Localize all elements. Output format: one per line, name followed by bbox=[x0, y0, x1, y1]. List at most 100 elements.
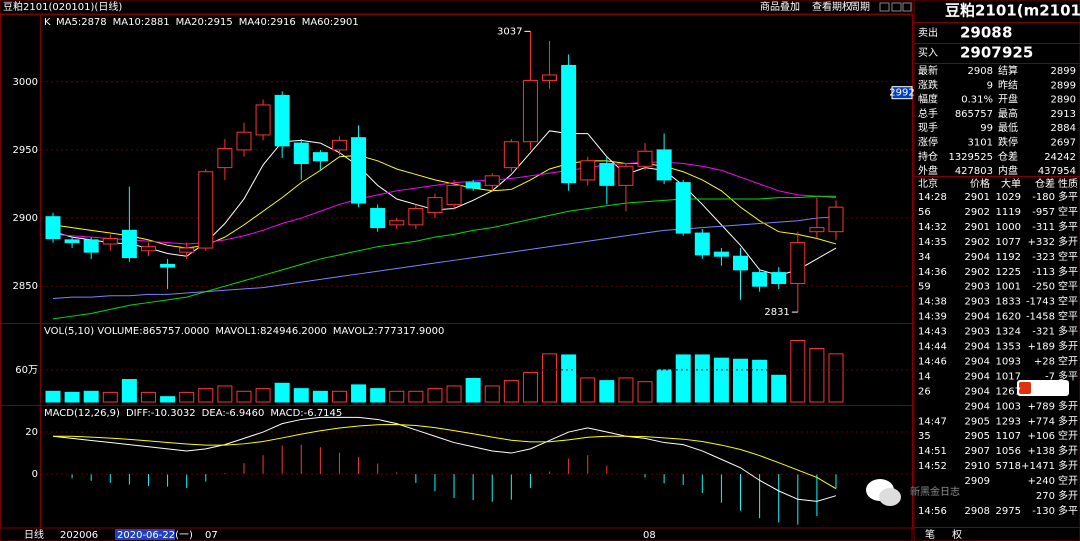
trade-cell: 2910 bbox=[965, 461, 990, 472]
trade-cell: 1093 bbox=[996, 356, 1021, 367]
dea-line bbox=[53, 423, 837, 490]
candle-body bbox=[389, 220, 405, 226]
volume-bar bbox=[675, 354, 691, 403]
trade-cell: +138 bbox=[1028, 446, 1055, 457]
macd-legend: DIFF:-10.3032 bbox=[126, 408, 196, 419]
header-link[interactable]: 周期 bbox=[850, 1, 870, 13]
trade-cell: 1107 bbox=[996, 431, 1021, 442]
trade-cell: 1017 bbox=[996, 371, 1021, 382]
quote-field: 开盘 bbox=[998, 93, 1018, 106]
tab[interactable]: 权 bbox=[952, 528, 962, 541]
trade-cell: 空开 bbox=[1058, 429, 1078, 442]
price-marker-box bbox=[891, 86, 913, 100]
trade-cell: 2904 bbox=[965, 356, 990, 367]
trade-cell: 270 bbox=[1036, 491, 1055, 502]
trade-cell: +189 bbox=[1028, 342, 1055, 353]
trade-cell: 1267 bbox=[996, 386, 1021, 397]
trade-cell: 1353 bbox=[996, 342, 1021, 353]
trade-cell: 2975 bbox=[996, 506, 1021, 517]
candle-body bbox=[790, 242, 806, 284]
trade-cell: 空开 bbox=[1058, 354, 1078, 367]
trades-header: 仓差 bbox=[1035, 177, 1055, 190]
trade-cell: +28 bbox=[1034, 356, 1055, 367]
trade-cell: 多开 bbox=[1058, 444, 1078, 457]
trade-cell: +240 bbox=[1028, 476, 1055, 487]
y-tick-label: 20 bbox=[25, 427, 38, 438]
candle-body bbox=[83, 239, 99, 253]
trade-cell: 5718 bbox=[996, 461, 1021, 472]
trade-cell: 2903 bbox=[965, 297, 990, 308]
trade-cell: +106 bbox=[1028, 431, 1055, 442]
y-tick-label: 0 bbox=[32, 469, 38, 480]
volume-bar bbox=[370, 388, 386, 403]
window-button[interactable] bbox=[879, 2, 890, 12]
candle-body bbox=[542, 74, 558, 81]
trade-cell: 2904 bbox=[965, 312, 990, 323]
bottom-bar bbox=[0, 527, 913, 541]
volume-bar bbox=[542, 353, 558, 403]
trade-cell: 1029 bbox=[996, 192, 1021, 203]
quote-field: 最新 bbox=[918, 64, 938, 77]
candle-body bbox=[771, 272, 787, 284]
quote-field: 幅度 bbox=[918, 93, 938, 106]
legend-item: MA10:2881 bbox=[113, 17, 170, 28]
y-tick-label: 60万 bbox=[15, 365, 38, 376]
trade-cell: 多平 bbox=[1058, 504, 1078, 517]
trades-header: 性质 bbox=[1058, 177, 1078, 190]
candle-body bbox=[274, 94, 290, 147]
trade-cell: +774 bbox=[1028, 416, 1055, 427]
volume-bar bbox=[771, 374, 787, 403]
quote-value: 2899 bbox=[1051, 66, 1076, 77]
x-axis-label: 日线 bbox=[24, 528, 44, 541]
macd-legend: MACD:-6.7145 bbox=[270, 408, 342, 419]
quote-field: 现手 bbox=[918, 121, 938, 134]
candle-body bbox=[465, 182, 481, 189]
trade-cell: -1458 bbox=[1026, 312, 1055, 323]
trade-cell: 1324 bbox=[996, 327, 1021, 338]
volume-bar bbox=[733, 358, 749, 403]
trade-cell: 多平 bbox=[1058, 369, 1078, 382]
quote-size: 8 bbox=[1002, 24, 1012, 42]
quote-value: 2890 bbox=[1051, 95, 1076, 106]
trades-header: 价格 bbox=[970, 177, 990, 190]
candle-body bbox=[484, 175, 500, 186]
quote-value: 99 bbox=[980, 123, 993, 134]
wechat-logo bbox=[879, 488, 901, 506]
volume-bar bbox=[389, 390, 405, 403]
trade-cell: 14:56 bbox=[918, 506, 947, 517]
quote-field: 结算 bbox=[998, 64, 1018, 77]
volume-bar bbox=[790, 340, 806, 403]
header-link[interactable]: 查看期权 bbox=[812, 0, 852, 13]
trade-cell: 26 bbox=[918, 386, 931, 397]
trade-cell: 2904 bbox=[965, 371, 990, 382]
window-title: 豆粕2101(020101)(日线) bbox=[3, 0, 122, 13]
window-button[interactable] bbox=[902, 2, 912, 12]
trade-cell: 14:38 bbox=[918, 297, 947, 308]
candle-body bbox=[733, 255, 749, 271]
trade-cell: 1001 bbox=[996, 282, 1021, 293]
trade-cell: -250 bbox=[1032, 282, 1055, 293]
trade-cell: 2902 bbox=[965, 207, 990, 218]
quote-value: 2908 bbox=[968, 66, 993, 77]
trade-cell: 2909 bbox=[965, 476, 990, 487]
trade-cell: 14:43 bbox=[918, 327, 947, 338]
trade-cell: -323 bbox=[1032, 252, 1055, 263]
trade-cell: -1743 bbox=[1026, 297, 1055, 308]
tab[interactable]: 笔 bbox=[925, 528, 935, 541]
quote-field: 跌停 bbox=[998, 136, 1018, 149]
legend-item: MA60:2901 bbox=[302, 17, 359, 28]
header-link[interactable]: 商品叠加 bbox=[760, 0, 800, 13]
window-button[interactable] bbox=[891, 2, 902, 12]
trade-cell: 2904 bbox=[965, 401, 990, 412]
candle-body bbox=[370, 208, 386, 229]
volume-bar bbox=[83, 390, 99, 403]
candle-body bbox=[522, 79, 538, 143]
trade-cell: 空平 bbox=[1058, 250, 1078, 263]
trade-cell: +789 bbox=[1028, 401, 1055, 412]
trade-cell: 1293 bbox=[996, 416, 1021, 427]
candle-body bbox=[140, 246, 156, 252]
volume-bar bbox=[828, 353, 844, 403]
trade-cell: 14:52 bbox=[918, 461, 947, 472]
trade-cell: 2904 bbox=[965, 342, 990, 353]
